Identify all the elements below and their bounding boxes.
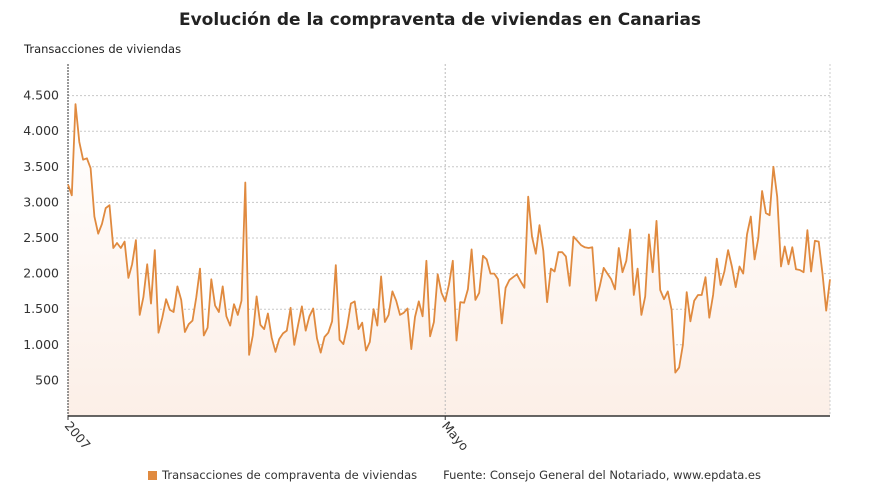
y-tick-label: 4.500 <box>23 88 59 103</box>
y-tick-label: 2.000 <box>23 266 59 281</box>
y-tick-label: 3.500 <box>23 159 59 174</box>
x-tick-label: Mayo <box>439 418 472 453</box>
legend-label: Transacciones de compraventa de vivienda… <box>162 468 418 482</box>
y-tick-label: 500 <box>35 372 59 387</box>
chart-title: Evolución de la compraventa de viviendas… <box>178 10 702 30</box>
legend-swatch <box>148 470 157 480</box>
y-tick-label: 1.000 <box>23 337 59 352</box>
y-tick-label: 3.000 <box>23 194 59 209</box>
y-tick-label: 2.500 <box>23 230 59 245</box>
area-fill <box>68 104 830 416</box>
source-text: Fuente: Consejo General del Notariado, w… <box>443 468 761 482</box>
y-axis-label: Transacciones de viviendas <box>24 42 182 56</box>
y-tick-label: 4.000 <box>23 123 59 138</box>
series-line <box>67 103 831 374</box>
x-tick-label: 2007 <box>62 418 94 452</box>
y-tick-label: 1.500 <box>23 301 59 316</box>
legend: Transacciones de compraventa de vivienda… <box>148 468 761 482</box>
